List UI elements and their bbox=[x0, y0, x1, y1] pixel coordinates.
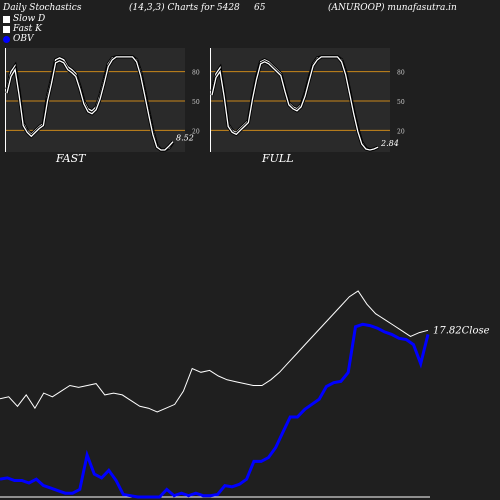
full-chart-title: FULL bbox=[262, 152, 294, 165]
close-price-line bbox=[0, 290, 429, 413]
stochastic-fast-chart: 20 50 80 8.52 bbox=[5, 48, 200, 152]
fast-last-value-label: 8.52 bbox=[176, 134, 194, 143]
fast-tick-label-20: 20 bbox=[192, 128, 200, 135]
full-last-value-label: 2.84 bbox=[380, 139, 399, 148]
header-params: (14,3,3) Charts for 5428 bbox=[129, 3, 240, 13]
fast-series-line-fast-k bbox=[6, 56, 174, 151]
legend-item-fast-k: Fast K bbox=[3, 24, 42, 34]
full-tick-label-80: 80 bbox=[397, 70, 405, 77]
header-symbol: (ANUROOP) munafasutra.in bbox=[328, 3, 457, 13]
legend-item-obv: OBV bbox=[3, 34, 34, 44]
legend-label: Slow D bbox=[13, 14, 46, 24]
legend-swatch bbox=[3, 15, 10, 23]
legend-swatch bbox=[3, 35, 10, 43]
legend-label: Fast K bbox=[13, 24, 42, 34]
fast-tick-label-50: 50 bbox=[192, 99, 200, 106]
price-obv-chart: 17.82Close bbox=[0, 290, 490, 499]
legend-item-slow-d: Slow D bbox=[3, 14, 45, 24]
full-tick-label-20: 20 bbox=[397, 128, 405, 135]
obv-line bbox=[0, 322, 430, 499]
header-code: 65 bbox=[254, 3, 266, 13]
header-title: Daily Stochastics bbox=[3, 3, 82, 13]
fast-tick-label-80: 80 bbox=[192, 70, 200, 77]
full-tick-label-50: 50 bbox=[397, 99, 405, 106]
full-plot-area bbox=[210, 48, 390, 152]
legend-label: OBV bbox=[13, 34, 34, 44]
close-last-value-label: 17.82Close bbox=[433, 325, 490, 336]
full-series-line-fast-k bbox=[211, 56, 379, 151]
legend-swatch bbox=[3, 25, 10, 33]
fast-chart-title: FAST bbox=[56, 152, 86, 165]
stochastic-full-chart: 20 50 80 2.84 bbox=[210, 48, 405, 152]
